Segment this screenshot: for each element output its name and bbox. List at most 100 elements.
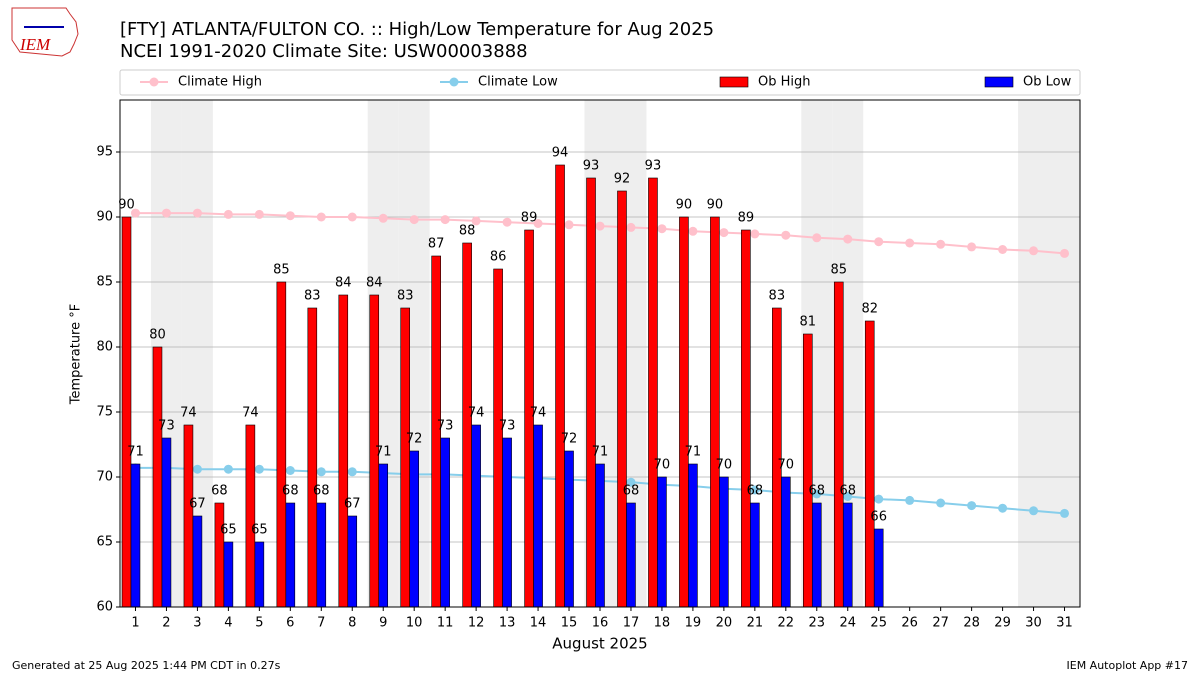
- y-tick-label: 95: [96, 145, 113, 160]
- x-tick-label: 26: [901, 616, 918, 631]
- point: [750, 229, 760, 239]
- bar: [873, 528, 884, 608]
- bar: [719, 476, 729, 608]
- bar: [657, 476, 667, 608]
- y-tick-label: 65: [96, 535, 113, 550]
- data-label: 84: [335, 276, 352, 291]
- point: [905, 238, 915, 248]
- data-label: 88: [459, 224, 476, 239]
- bar: [245, 424, 256, 608]
- bar: [161, 437, 172, 608]
- data-label: 72: [406, 432, 423, 447]
- data-label: 65: [251, 523, 268, 538]
- bar: [440, 437, 450, 608]
- weekend-shade: [1049, 100, 1080, 607]
- data-label: 90: [676, 198, 693, 213]
- data-label: 85: [273, 263, 290, 278]
- data-label: 89: [521, 211, 538, 226]
- point: [905, 495, 915, 505]
- bar: [192, 515, 203, 608]
- point: [347, 467, 357, 477]
- bar: [183, 424, 194, 608]
- data-label: 74: [242, 406, 259, 421]
- bar: [130, 463, 141, 608]
- point: [657, 224, 667, 234]
- data-label: 71: [685, 445, 702, 460]
- legend-label: Climate Low: [478, 75, 558, 90]
- x-tick-label: 8: [348, 616, 356, 631]
- point: [812, 233, 822, 243]
- x-tick-label: 17: [623, 616, 640, 631]
- x-tick-label: 1: [131, 616, 139, 631]
- data-label: 68: [623, 484, 640, 499]
- x-tick-label: 5: [255, 616, 263, 631]
- data-label: 90: [118, 198, 135, 213]
- bar: [842, 502, 853, 608]
- bar: [564, 450, 574, 608]
- data-label: 73: [437, 419, 454, 434]
- data-label: 68: [282, 484, 299, 499]
- x-tick-label: 2: [162, 616, 170, 631]
- data-label: 74: [180, 406, 197, 421]
- bar: [214, 502, 225, 608]
- legend-label: Ob Low: [1023, 75, 1072, 90]
- bar: [710, 216, 720, 608]
- y-tick-label: 70: [96, 470, 113, 485]
- x-tick-label: 21: [747, 616, 764, 631]
- legend-swatch: [719, 76, 749, 88]
- x-tick-label: 27: [932, 616, 949, 631]
- data-label: 90: [707, 198, 724, 213]
- bar: [316, 502, 327, 608]
- point: [192, 464, 202, 474]
- bar: [864, 320, 875, 608]
- logo-outline: [11, 7, 79, 57]
- data-label: 93: [583, 159, 600, 174]
- data-label: 68: [839, 484, 856, 499]
- x-tick-label: 11: [437, 616, 454, 631]
- bar: [152, 346, 163, 608]
- data-label: 83: [769, 289, 786, 304]
- point: [595, 221, 605, 231]
- bar: [811, 502, 822, 608]
- data-label: 81: [800, 315, 817, 330]
- x-tick-label: 4: [224, 616, 232, 631]
- bar: [688, 463, 698, 608]
- x-tick-label: 24: [839, 616, 856, 631]
- bar: [586, 177, 596, 608]
- data-label: 94: [552, 146, 569, 161]
- x-tick-label: 14: [530, 616, 547, 631]
- point: [936, 498, 946, 508]
- data-label: 82: [861, 302, 878, 317]
- point: [316, 467, 326, 477]
- bar: [462, 242, 472, 608]
- weekend-shade: [1018, 100, 1050, 607]
- data-label: 68: [747, 484, 764, 499]
- data-label: 93: [645, 159, 662, 174]
- bar: [626, 502, 636, 608]
- x-tick-label: 15: [561, 616, 578, 631]
- point: [843, 234, 853, 244]
- x-tick-label: 13: [499, 616, 516, 631]
- point: [967, 501, 977, 511]
- legend-marker: [449, 77, 459, 87]
- logo-text: IEM: [19, 35, 51, 54]
- bar: [493, 268, 503, 608]
- point: [626, 477, 636, 487]
- footer-right: IEM Autoplot App #17: [1067, 659, 1189, 672]
- point: [1060, 248, 1070, 258]
- x-axis-label: August 2025: [552, 635, 647, 653]
- data-label: 71: [375, 445, 392, 460]
- point: [533, 219, 543, 228]
- bar: [378, 463, 389, 608]
- bar: [679, 216, 689, 608]
- data-label: 86: [490, 250, 507, 265]
- x-tick-label: 29: [994, 616, 1011, 631]
- data-label: 67: [189, 497, 206, 512]
- data-label: 67: [344, 497, 361, 512]
- point: [254, 209, 264, 219]
- data-label: 70: [778, 458, 795, 473]
- data-label: 83: [397, 289, 414, 304]
- legend-swatch: [984, 76, 1014, 88]
- x-tick-label: 10: [406, 616, 423, 631]
